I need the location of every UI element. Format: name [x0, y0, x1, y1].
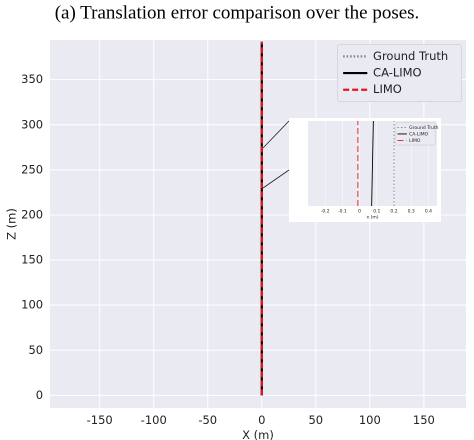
- legend-label: LIMO: [409, 138, 421, 144]
- chart-title: (a) Translation error comparison over th…: [55, 2, 420, 23]
- data-line: [371, 120, 374, 207]
- zoom-connector: [262, 169, 290, 189]
- x-tick-label: -0.2: [321, 208, 330, 214]
- y-tick-label: 100: [21, 298, 43, 312]
- legend-box: [337, 44, 462, 102]
- legend-label: CA-LIMO: [409, 131, 428, 137]
- x-tick-label: 0.3: [408, 208, 415, 214]
- y-tick-label: 150: [21, 253, 43, 267]
- legend-label: LIMO: [373, 82, 402, 96]
- y-tick-label: 250: [21, 162, 43, 176]
- y-tick-label: 0: [36, 388, 43, 402]
- x-tick-label: 0: [358, 208, 361, 214]
- y-tick-label: 350: [21, 72, 43, 86]
- x-tick-label: 50: [308, 413, 323, 427]
- x-tick-label: -50: [198, 413, 217, 427]
- legend-label: Ground Truth: [409, 125, 439, 131]
- legend-box: [394, 122, 436, 146]
- x-tick-label: -100: [141, 413, 167, 427]
- x-tick-label: 150: [413, 413, 435, 427]
- legend-label: Ground Truth: [373, 49, 448, 63]
- x-axis-label: x (m): [367, 214, 379, 220]
- legend-label: CA-LIMO: [373, 66, 422, 80]
- x-tick-label: -0.1: [338, 208, 347, 214]
- y-axis-label: Z (m): [5, 208, 19, 240]
- x-tick-label: 100: [359, 413, 381, 427]
- x-axis-label: X (m): [242, 428, 274, 440]
- x-tick-label: 0.4: [425, 208, 432, 214]
- x-tick-label: 0.2: [390, 208, 397, 214]
- y-tick-label: 50: [28, 343, 43, 357]
- y-tick-label: 200: [21, 207, 43, 221]
- zoom-connector: [262, 120, 290, 149]
- x-tick-label: 0.1: [373, 208, 380, 214]
- x-tick-label: 0: [258, 413, 265, 427]
- y-tick-label: 300: [21, 117, 43, 131]
- x-tick-label: -150: [87, 413, 113, 427]
